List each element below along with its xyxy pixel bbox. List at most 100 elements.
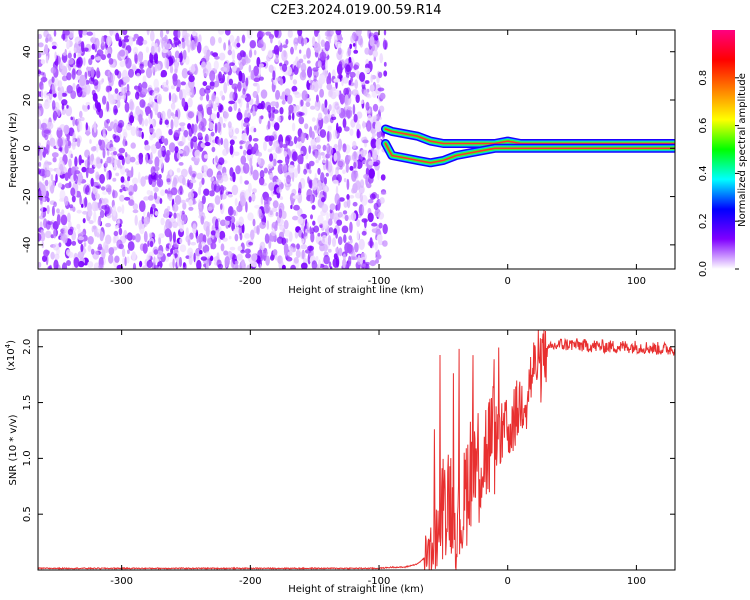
spectrogram-noise-cell — [53, 30, 57, 37]
spectrogram-noise-cell — [202, 234, 207, 244]
spectrogram-noise-cell — [287, 30, 293, 38]
spectrogram-noise-cell — [320, 152, 325, 156]
spectrogram-noise-cell — [51, 152, 59, 158]
spectrogram-noise-cell — [270, 146, 276, 151]
spectrogram-noise-cell — [241, 259, 245, 267]
spectrogram-x-tick-label: 100 — [627, 276, 646, 287]
spectrogram-noise-cell — [81, 203, 84, 208]
spectrogram-noise-cell — [294, 105, 300, 111]
spectrogram-noise-cell — [250, 108, 253, 114]
spectrogram-noise-cell — [357, 256, 361, 266]
spectrogram-noise-cell — [244, 93, 251, 103]
spectrogram-noise-cell — [272, 200, 279, 209]
spectrogram-noise-cell — [154, 156, 160, 168]
spectrogram-noise-cell — [213, 183, 221, 193]
spectrogram-noise-cell — [101, 248, 106, 260]
spectrogram-noise-cell — [228, 126, 235, 136]
spectrogram-noise-cell — [382, 39, 388, 50]
spectrogram-noise-cell — [66, 39, 70, 50]
spectrogram-noise-cell — [61, 92, 67, 97]
spectrogram-noise-cell — [275, 89, 281, 100]
spectrogram-noise-cell — [323, 254, 330, 265]
spectrogram-noise-cell — [216, 174, 222, 179]
spectrogram-noise-cell — [67, 52, 72, 59]
spectrogram-noise-cell — [214, 122, 218, 134]
spectrogram-noise-cell — [44, 179, 49, 187]
spectrogram-noise-cell — [134, 53, 138, 65]
spectrogram-noise-cell — [310, 138, 317, 147]
spectrogram-noise-cell — [127, 35, 134, 47]
spectrogram-noise-cell — [54, 253, 60, 260]
spectrogram-noise-cell — [200, 61, 207, 70]
spectrogram-noise-cell — [45, 250, 50, 255]
spectrogram-noise-cell — [114, 225, 119, 230]
spectrogram-noise-cell — [196, 114, 199, 124]
spectrogram-noise-cell — [68, 30, 74, 39]
spectrogram-noise-cell — [154, 258, 159, 263]
spectrogram-noise-cell — [70, 90, 77, 99]
spectrogram-noise-cell — [269, 210, 273, 216]
spectrogram-noise-cell — [93, 181, 100, 186]
spectrogram-noise-cell — [108, 254, 114, 264]
spectrogram-noise-cell — [160, 146, 165, 151]
spectrogram-noise-cell — [100, 54, 106, 61]
spectrogram-noise-cell — [243, 117, 250, 124]
spectrogram-noise-cell — [166, 178, 171, 183]
spectrogram-noise-cell — [293, 136, 298, 145]
spectrogram-noise-cell — [88, 220, 94, 225]
spectrogram-noise-cell — [322, 244, 328, 252]
spectrogram-noise-cell — [373, 115, 378, 120]
spectrogram-noise-cell — [231, 135, 238, 140]
spectrogram-noise-cell — [92, 92, 98, 102]
spectrogram-noise-cell — [160, 189, 166, 196]
spectrogram-noise-cell — [94, 56, 102, 61]
spectrogram-noise-cell — [100, 186, 106, 191]
spectrogram-noise-cell — [79, 194, 82, 206]
spectrogram-noise-cell — [179, 186, 183, 192]
spectrogram-noise-cell — [229, 144, 234, 155]
spectrogram-noise-cell — [296, 111, 303, 118]
spectrogram-noise-cell — [150, 30, 155, 42]
spectrogram-noise-cell — [227, 121, 232, 129]
spectrogram-noise-cell — [216, 179, 219, 186]
spectrogram-noise-cell — [356, 111, 363, 119]
spectrogram-noise-cell — [370, 138, 378, 149]
spectrogram-noise-cell — [229, 62, 235, 66]
spectrogram-noise-cell — [82, 210, 88, 215]
spectrogram-noise-cell — [134, 233, 141, 243]
spectrogram-noise-cell — [119, 194, 125, 202]
spectrogram-noise-cell — [116, 239, 123, 249]
spectrogram-noise-cell — [38, 33, 42, 40]
spectrogram-x-tick-label: -100 — [368, 276, 391, 287]
spectrogram-noise-cell — [285, 66, 293, 76]
spectrogram-noise-cell — [93, 158, 97, 168]
spectrogram-noise-cell — [245, 253, 251, 259]
spectrogram-noise-cell — [76, 86, 83, 98]
spectrogram-noise-cell — [288, 104, 294, 114]
spectrogram-noise-cell — [299, 49, 302, 54]
spectrogram-noise-cell — [303, 38, 308, 45]
spectrogram-noise-cell — [95, 193, 100, 200]
spectrogram-noise-cell — [176, 57, 180, 63]
spectrogram-noise-cell — [129, 101, 135, 111]
spectrogram-noise-cell — [365, 80, 370, 84]
spectrogram-noise-cell — [313, 42, 321, 53]
spectrogram-noise-cell — [317, 232, 321, 237]
spectrogram-noise-cell — [311, 131, 315, 140]
spectrogram-noise-cell — [342, 253, 346, 261]
spectrogram-noise-cell — [119, 165, 123, 169]
spectrogram-noise-cell — [200, 142, 206, 148]
spectrogram-y-tick-label: -40 — [22, 237, 33, 253]
spectrogram-noise-cell — [331, 86, 337, 92]
spectrogram-noise-cell — [172, 258, 175, 269]
spectrogram-noise-cell — [168, 243, 173, 249]
spectrogram-noise-cell — [276, 116, 282, 122]
spectrogram-noise-cell — [306, 222, 310, 230]
spectrogram-noise-cell — [195, 248, 201, 260]
spectrogram-noise-cell — [164, 138, 169, 146]
colorbar-ticks: 0.0 0.2 0.4 0.6 0.8 — [698, 70, 739, 277]
spectrogram-noise-cell — [90, 66, 95, 78]
spectrogram-x-ticks: -300 -200 -100 0 100 — [110, 30, 646, 287]
spectrogram-noise-cell — [274, 30, 279, 38]
spectrogram-noise-cell — [68, 251, 74, 258]
